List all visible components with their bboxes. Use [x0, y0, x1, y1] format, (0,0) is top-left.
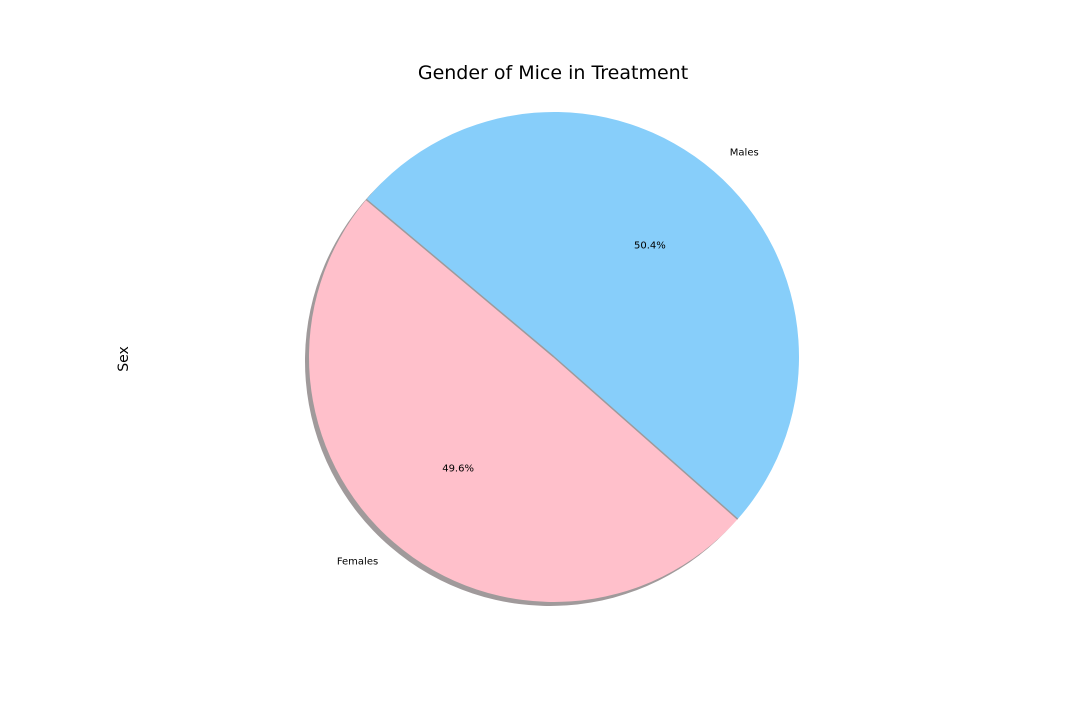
wedge-boundary: [365, 198, 555, 358]
chart-title: Gender of Mice in Treatment: [417, 62, 689, 84]
slice-label-females: Females: [337, 556, 378, 567]
slice-label-males: Males: [730, 148, 759, 159]
slice-percent-males: 50.4%: [634, 241, 666, 252]
wedge-males: [366, 111, 800, 520]
slice-percent-females: 49.6%: [442, 463, 474, 474]
wedge-females: [309, 199, 738, 602]
wedge-boundary: [553, 356, 739, 520]
